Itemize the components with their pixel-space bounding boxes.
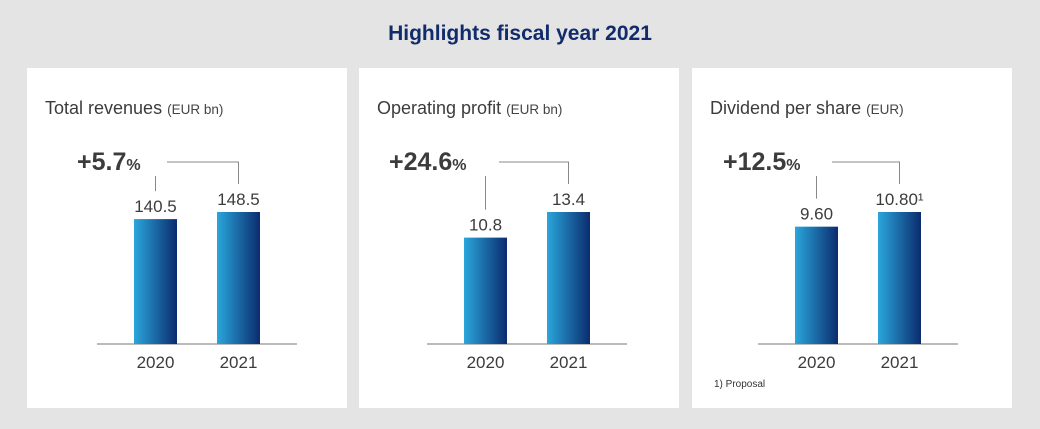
growth-connector — [499, 161, 569, 184]
growth-value: +24.6 — [389, 148, 453, 176]
bar-2020 — [795, 226, 838, 344]
category-label: 2021 — [550, 353, 588, 372]
revenues-chart: 140.5 2020 148.5 2021 — [97, 161, 297, 372]
bar-2020 — [134, 219, 177, 344]
category-label: 2020 — [798, 353, 836, 372]
growth-connector — [832, 161, 900, 184]
panel-operating-profit: Operating profit (EUR bn) +24.6% 10.8 202… — [359, 68, 679, 408]
panel-title-text: Operating profit — [377, 98, 502, 118]
growth-unit: % — [452, 157, 467, 174]
category-label: 2021 — [220, 353, 258, 372]
operating-profit-chart: 10.8 2020 13.4 2021 — [427, 161, 627, 372]
value-label: 13.4 — [552, 190, 585, 209]
growth-annotation: +5.7% — [77, 148, 141, 177]
growth-unit: % — [786, 157, 801, 174]
value-label: 9.60 — [800, 205, 833, 224]
panel-title: Total revenues (EUR bn) — [45, 98, 223, 119]
growth-annotation: +24.6% — [389, 148, 467, 177]
panel-title-text: Total revenues — [45, 98, 163, 118]
panel-title: Operating profit (EUR bn) — [377, 98, 562, 119]
growth-unit: % — [126, 157, 141, 174]
growth-annotation: +12.5% — [723, 148, 801, 177]
panel-unit: (EUR bn) — [506, 102, 563, 117]
value-label: 10.80¹ — [875, 190, 924, 209]
bar-2021 — [547, 212, 590, 344]
category-label: 2020 — [137, 353, 175, 372]
panel-unit: (EUR bn) — [167, 102, 224, 117]
category-label: 2021 — [881, 353, 919, 372]
value-label: 148.5 — [217, 190, 260, 209]
panel-title-text: Dividend per share — [710, 98, 862, 118]
growth-value: +5.7 — [77, 148, 127, 176]
value-label: 10.8 — [469, 216, 502, 235]
panel-total-revenues: Total revenues (EUR bn) +5.7% 140.5 2020 1… — [27, 68, 347, 408]
growth-value: +12.5 — [723, 148, 787, 176]
value-label: 140.5 — [134, 197, 177, 216]
panel-unit: (EUR) — [866, 102, 904, 117]
growth-connector — [167, 161, 239, 184]
bar-2021 — [217, 212, 260, 344]
dividend-chart: 9.60 2020 10.80¹ 2021 — [758, 161, 958, 372]
category-label: 2020 — [467, 353, 505, 372]
bar-2020 — [464, 237, 507, 344]
bar-2021 — [878, 212, 921, 344]
panel-dividend-per-share: Dividend per share (EUR) +12.5% 9.60 2020… — [692, 68, 1012, 408]
footnote: 1) Proposal — [714, 379, 766, 390]
page-title: Highlights fiscal year 2021 — [388, 22, 652, 45]
panel-title: Dividend per share (EUR) — [710, 98, 904, 119]
